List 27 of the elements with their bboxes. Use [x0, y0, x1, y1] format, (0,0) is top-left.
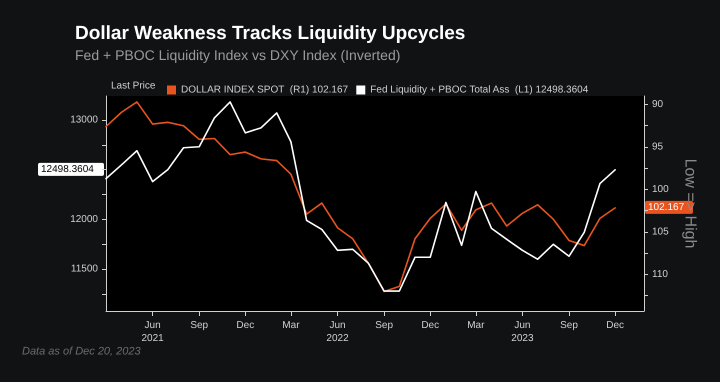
- x-tick-label: Dec: [606, 320, 624, 331]
- legend-label: Fed Liquidity + PBOC Total Ass (L1) 12498.3604: [370, 84, 589, 96]
- y2-tick-label: 90: [652, 99, 664, 110]
- y2-tick-label: 95: [652, 141, 664, 152]
- y2-tick-label: 110: [652, 268, 668, 280]
- x-tick-label: Sep: [375, 320, 394, 331]
- x-tick-label: Jun 2021: [141, 320, 164, 344]
- x-tick-label: Dec: [236, 320, 254, 331]
- chart-subtitle: Fed + PBOC Liquidity Index vs DXY Index (Inverted): [75, 47, 400, 63]
- y2-tick-label: 100: [652, 184, 670, 195]
- legend-title: Last Price: [111, 80, 156, 92]
- text: 12498.3604: [41, 164, 94, 175]
- x-tick-label: Jun 2022: [326, 320, 350, 344]
- y-tick-label: 13000: [70, 114, 98, 126]
- x-tick-label: Sep: [190, 320, 209, 331]
- text: Data as of Dec 20, 2023: [22, 346, 142, 358]
- y-tick-label: 11500: [70, 264, 98, 275]
- x-tick-label: Sep: [560, 320, 578, 331]
- chart-title: Dollar Weakness Tracks Liquidity Upcycles: [75, 23, 466, 44]
- y2-tick-label: 105: [652, 226, 670, 238]
- x-tick-label: Mar: [467, 320, 486, 331]
- x-tick-label: Jun 2023: [511, 320, 534, 344]
- y-tick-label: 12000: [70, 214, 98, 225]
- x-tick-label: Dec: [421, 320, 440, 331]
- x-tick-label: Mar: [282, 320, 300, 331]
- legend-label: DOLLAR INDEX SPOT (R1) 102.167: [181, 84, 349, 96]
- text: 102.167: [648, 202, 685, 213]
